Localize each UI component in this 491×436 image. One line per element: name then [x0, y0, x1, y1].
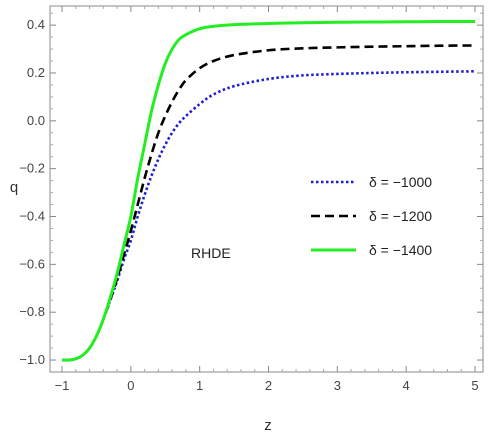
x-axis-label: z — [264, 417, 272, 434]
legend-label-3: δ = −1400 — [369, 242, 432, 258]
y-tick-label: −1.0 — [19, 352, 45, 367]
tick-marks — [50, 6, 483, 372]
y-tick-label: 0.4 — [27, 17, 45, 32]
x-tick-label: −1 — [55, 378, 70, 393]
y-tick-label: −0.2 — [19, 161, 45, 176]
plot-frame — [49, 5, 484, 373]
x-tick-label: 5 — [471, 378, 478, 393]
y-tick-label: −0.8 — [19, 304, 45, 319]
legend-label-1: δ = −1000 — [369, 174, 432, 190]
y-tick-label: 0.2 — [27, 65, 45, 80]
annotation-text: RHDE — [191, 245, 231, 261]
series-layer — [61, 20, 476, 362]
legend: δ = −1000 δ = −1200 δ = −1400 — [311, 174, 432, 258]
x-tick-label: 4 — [403, 378, 410, 393]
x-tick-label: 3 — [334, 378, 341, 393]
plot-border — [49, 5, 484, 373]
y-tick-label: 0.0 — [27, 113, 45, 128]
x-tick-label: 2 — [265, 378, 272, 393]
y-tick-label: −0.4 — [19, 209, 45, 224]
x-tick-label: 1 — [196, 378, 203, 393]
y-tick-label: −0.6 — [19, 256, 45, 271]
tick-labels: −1 0 1 2 3 4 5 −1.0 −0.8 −0.6 −0.4 −0.2 0.0 0.2 0.4 — [19, 17, 478, 393]
legend-label-2: δ = −1200 — [369, 208, 432, 224]
series-line-3 — [61, 20, 476, 362]
series-line-2 — [61, 44, 476, 362]
x-tick-label: 0 — [127, 378, 134, 393]
y-axis-label: q — [10, 179, 18, 196]
